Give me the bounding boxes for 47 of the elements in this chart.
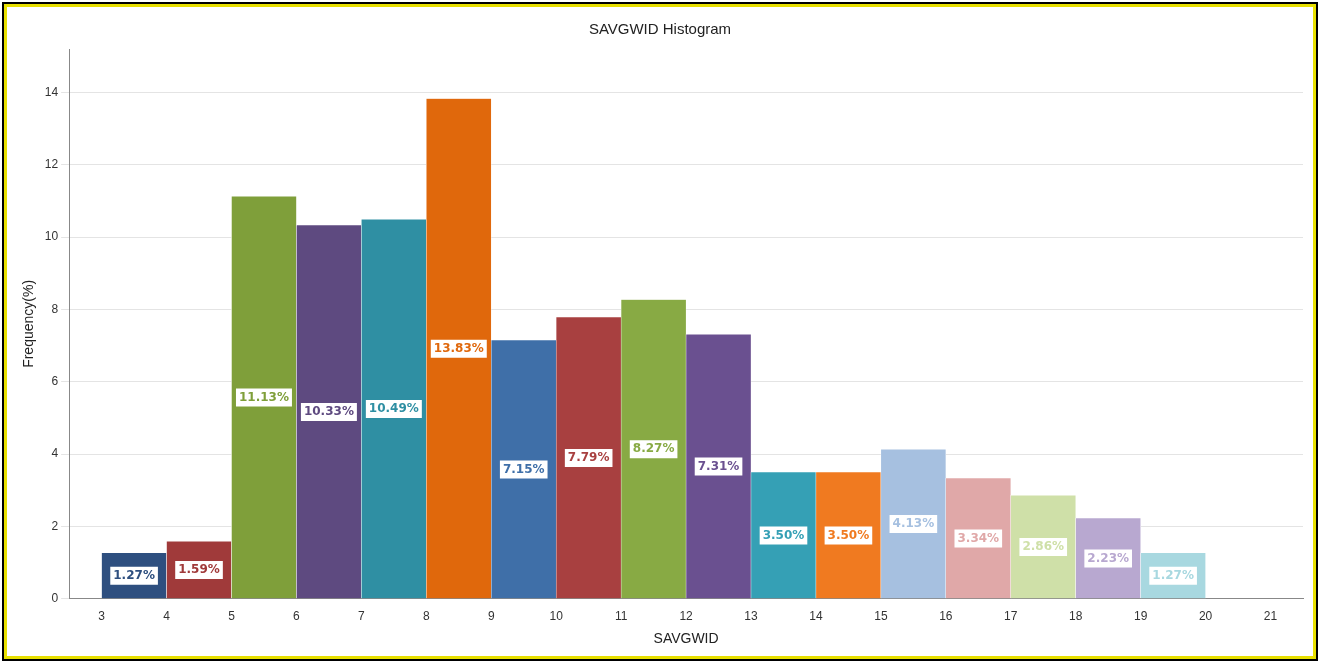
y-axis-title: Frequency(%) <box>20 279 37 368</box>
x-tick-label: 19 <box>1133 609 1148 624</box>
data-label: 3.34% <box>957 530 1000 545</box>
x-tick-label: 8 <box>422 609 430 624</box>
x-tick-label: 4 <box>163 609 171 624</box>
data-label: 1.27% <box>113 567 155 582</box>
x-tick-label: 10 <box>549 609 564 624</box>
x-tick-label: 6 <box>293 609 301 624</box>
y-tick-label: 0 <box>51 591 59 606</box>
x-tick-label: 12 <box>679 609 694 624</box>
x-tick-label: 14 <box>809 609 823 624</box>
x-tick-label: 18 <box>1069 609 1083 624</box>
x-tick-label: 9 <box>487 609 495 624</box>
data-label: 8.27% <box>632 441 675 456</box>
y-tick-label: 6 <box>51 374 59 389</box>
data-label: 7.79% <box>567 450 610 465</box>
x-tick-label: 11 <box>614 609 628 624</box>
data-label: 10.33% <box>303 404 354 419</box>
x-tick-label: 13 <box>744 609 759 624</box>
data-label: 1.59% <box>178 562 220 577</box>
chart-title: SAVGWID Histogram <box>588 20 732 38</box>
y-tick-label: 8 <box>51 301 59 316</box>
y-tick-label: 10 <box>44 229 59 244</box>
x-axis-title: SAVGWID <box>653 630 719 647</box>
data-label: 3.50% <box>762 527 805 542</box>
y-tick-label: 4 <box>51 446 59 461</box>
data-label: 4.13% <box>892 516 935 531</box>
data-label: 1.27% <box>1152 567 1194 582</box>
data-label: 3.50% <box>827 527 870 542</box>
data-label: 11.13% <box>238 389 289 404</box>
y-tick-label: 2 <box>51 518 59 533</box>
data-label: 2.23% <box>1087 550 1129 565</box>
data-label: 7.15% <box>502 461 545 476</box>
data-label: 10.49% <box>368 401 419 416</box>
x-tick-label: 7 <box>358 609 366 624</box>
x-tick-label: 15 <box>874 609 888 624</box>
x-tick-label: 3 <box>98 609 106 624</box>
x-tick-label: 17 <box>1004 609 1018 624</box>
x-tick-label: 21 <box>1263 609 1278 624</box>
x-tick-label: 20 <box>1198 609 1213 624</box>
data-label: 13.83% <box>433 340 484 355</box>
x-tick-label: 16 <box>939 609 953 624</box>
data-label: 2.86% <box>1022 539 1065 554</box>
x-tick-label: 5 <box>228 609 236 624</box>
data-label: 7.31% <box>697 458 740 473</box>
y-tick-label: 12 <box>44 157 59 172</box>
y-tick-label: 14 <box>44 84 59 99</box>
